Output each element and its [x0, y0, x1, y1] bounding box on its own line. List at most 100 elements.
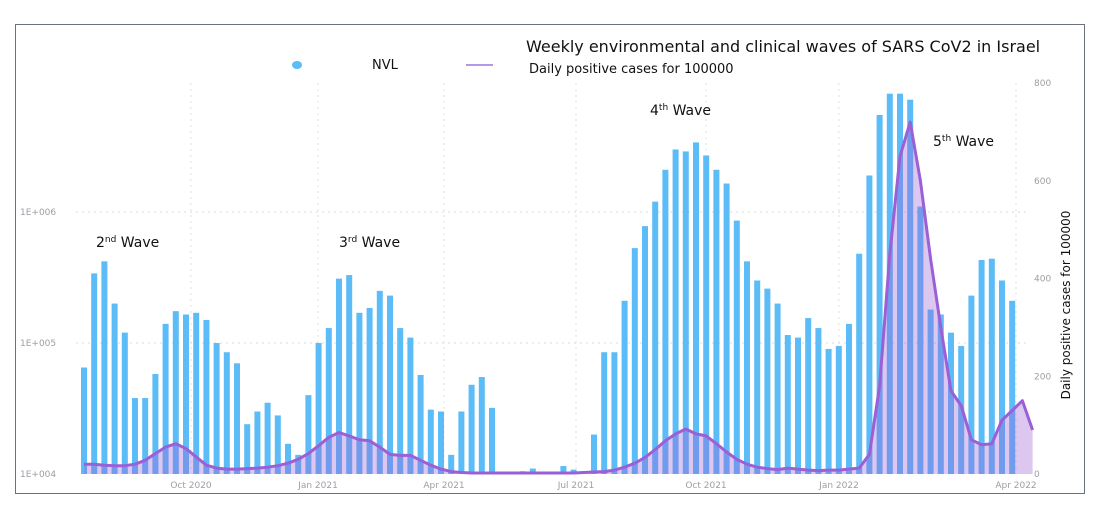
nvl-bar	[91, 273, 98, 474]
nvl-bar	[846, 323, 852, 474]
nvl-bar	[121, 332, 128, 474]
legend-nvl-label: NVL	[372, 58, 399, 73]
nvl-bar	[999, 280, 1005, 474]
nvl-bar	[254, 411, 261, 474]
nvl-bar	[305, 395, 312, 474]
nvl-bar	[968, 295, 975, 474]
x-tick-label: Apr 2022	[995, 481, 1036, 491]
nvl-bar	[183, 314, 189, 474]
nvl-bar	[458, 411, 465, 474]
cases-line	[84, 120, 1035, 475]
nvl-bar	[152, 373, 159, 474]
nvl-bar	[907, 99, 914, 474]
nvl-bars	[81, 93, 1016, 475]
nvl-bar	[795, 337, 801, 474]
nvl-bar	[784, 335, 791, 474]
nvl-bar	[693, 142, 699, 474]
chart-frame: 1E+004 1E+005 1E+006 0 200 400 600 800 Oct 2020 J…	[15, 24, 1085, 494]
nvl-bar	[376, 290, 383, 474]
nvl-bar	[723, 183, 730, 475]
axes: 1E+004 1E+005 1E+006 0 200 400 600 800 Oct 2020 J…	[20, 79, 1051, 491]
nvl-bar	[631, 248, 638, 474]
nvl-bar	[591, 434, 597, 474]
nvl-bar	[856, 253, 863, 474]
nvl-bar	[244, 424, 251, 474]
nvl-bar	[101, 261, 108, 474]
nvl-bar	[387, 295, 393, 474]
nvl-bar	[611, 352, 618, 474]
nvl-bar	[397, 328, 404, 474]
nvl-bar	[162, 323, 169, 474]
nvl-bar	[336, 278, 342, 474]
nvl-bar	[744, 261, 750, 474]
nvl-bar	[815, 328, 822, 474]
nvl-bar	[295, 454, 302, 474]
nvl-bar	[917, 206, 924, 474]
nvl-bar	[468, 384, 475, 474]
nvl-bar	[1009, 300, 1016, 474]
nvl-bar	[978, 260, 985, 474]
nvl-bar	[264, 402, 271, 474]
nvl-bar	[132, 398, 138, 474]
nvl-bar	[866, 175, 873, 474]
legend-nvl-marker	[292, 61, 302, 69]
nvl-bar	[764, 288, 771, 474]
nvl-bar	[988, 258, 995, 474]
nvl-bar	[642, 226, 648, 474]
right-tick-label: 400	[1034, 275, 1051, 285]
nvl-bar	[142, 398, 149, 474]
nvl-bar	[213, 343, 220, 474]
nvl-bar	[427, 409, 434, 474]
chart-svg: 1E+004 1E+005 1E+006 0 200 400 600 800 Oct 2020 J…	[20, 37, 1073, 491]
cases-area	[84, 120, 1035, 475]
right-tick-label: 800	[1034, 79, 1051, 89]
x-tick-label: Jan 2022	[818, 481, 859, 491]
nvl-bar	[754, 280, 761, 474]
wave-annotation: 5th Wave	[933, 134, 994, 150]
nvl-bar	[897, 93, 903, 474]
nvl-bar	[193, 312, 200, 474]
nvl-bar	[825, 348, 832, 474]
nvl-bar	[652, 201, 659, 474]
nvl-bar	[366, 308, 373, 474]
nvl-bar	[356, 312, 363, 474]
nvl-bar	[876, 115, 883, 475]
nvl-bar	[601, 352, 608, 474]
left-tick-label: 1E+004	[20, 470, 56, 480]
nvl-bar	[948, 332, 954, 474]
wave-annotation: 2nd Wave	[96, 235, 159, 251]
wave-annotation: 3rd Wave	[339, 235, 400, 251]
nvl-bar	[886, 93, 893, 474]
nvl-bar	[713, 169, 720, 474]
x-tick-label: Oct 2021	[685, 481, 726, 491]
nvl-bar	[448, 454, 455, 474]
nvl-bar	[223, 352, 230, 474]
nvl-bar	[672, 149, 679, 474]
wave-annotation: 4th Wave	[650, 103, 711, 119]
x-tick-label: Oct 2020	[170, 481, 212, 491]
nvl-bar	[489, 407, 495, 474]
left-tick-label: 1E+005	[20, 339, 56, 349]
nvl-bar	[478, 377, 485, 474]
legend-cases-label: Daily positive cases for 100000	[529, 62, 734, 77]
nvl-bar	[203, 319, 210, 474]
nvl-bar	[285, 443, 291, 474]
nvl-bar	[234, 363, 240, 474]
nvl-bar	[805, 318, 812, 474]
cases-area-fill	[84, 122, 1033, 474]
left-tick-label: 1E+006	[20, 208, 56, 218]
nvl-bar	[274, 415, 281, 474]
x-tick-label: Apr 2021	[423, 481, 464, 491]
nvl-bar	[560, 466, 567, 474]
nvl-bar	[937, 314, 944, 474]
chart-title: Weekly environmental and clinical waves …	[526, 37, 1040, 56]
x-tick-label: Jan 2021	[297, 481, 338, 491]
wave-annotations: 2nd Wave 3rd Wave 4th Wave 5th Wave	[96, 103, 994, 251]
nvl-bar	[662, 169, 669, 474]
nvl-bar	[407, 337, 414, 474]
nvl-bar	[703, 155, 710, 475]
x-tick-label: Jul 2021	[557, 481, 595, 491]
nvl-bar	[81, 367, 87, 474]
nvl-bar	[438, 411, 444, 474]
nvl-bar	[417, 374, 424, 474]
